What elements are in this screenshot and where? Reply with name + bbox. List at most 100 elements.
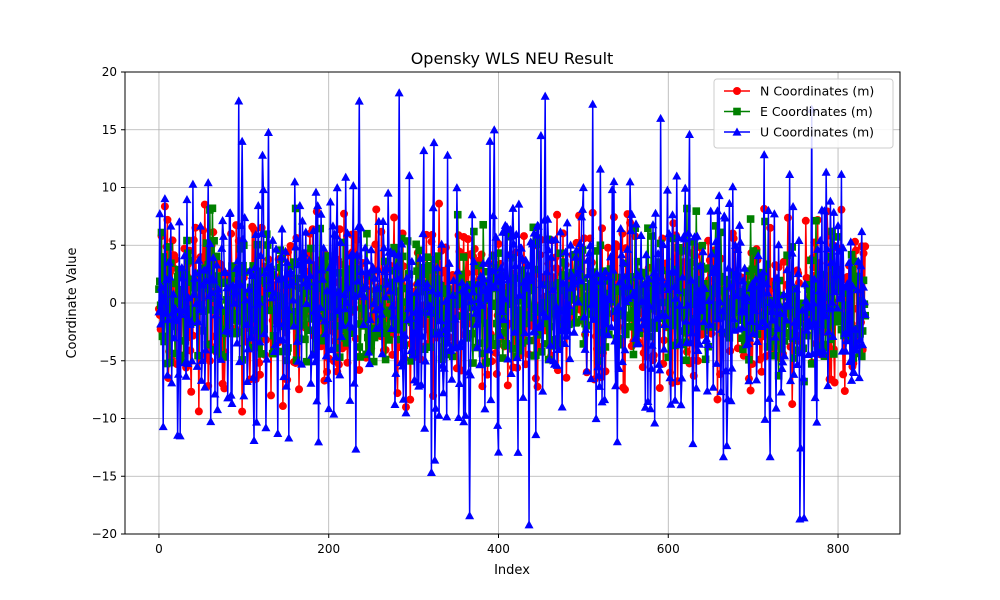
data-point	[720, 213, 730, 222]
data-point	[822, 303, 830, 312]
data-point	[589, 282, 599, 291]
data-point	[533, 240, 542, 248]
data-point	[623, 293, 633, 302]
data-point	[157, 228, 166, 237]
data-point	[243, 344, 253, 353]
data-point	[238, 356, 246, 364]
data-point	[249, 435, 259, 445]
data-point	[794, 235, 804, 245]
data-point	[660, 319, 670, 329]
data-point	[420, 423, 430, 432]
data-point	[288, 315, 297, 324]
data-point	[311, 187, 321, 196]
data-point	[572, 245, 582, 254]
data-point	[387, 323, 397, 333]
data-point	[462, 281, 472, 290]
data-point	[740, 263, 750, 272]
data-point	[838, 243, 848, 252]
data-point	[468, 287, 478, 296]
data-point	[322, 263, 330, 271]
data-point	[450, 314, 460, 323]
data-point	[490, 283, 500, 292]
data-point	[315, 280, 324, 288]
data-point	[847, 281, 857, 290]
data-point	[555, 306, 565, 315]
data-point	[276, 252, 286, 261]
data-point	[792, 359, 802, 368]
data-point	[378, 216, 388, 226]
data-point	[375, 321, 385, 330]
data-point	[498, 354, 507, 362]
data-point	[513, 447, 523, 456]
data-point	[760, 414, 770, 423]
data-point	[680, 183, 690, 192]
data-point	[562, 373, 571, 382]
data-point	[564, 300, 574, 309]
data-point	[343, 335, 352, 343]
data-point	[401, 408, 411, 417]
data-point	[469, 359, 477, 367]
data-point	[220, 353, 229, 361]
data-point	[807, 360, 816, 368]
data-point	[811, 319, 821, 329]
data-point	[700, 283, 710, 293]
data-point	[825, 196, 835, 205]
data-point	[304, 287, 313, 295]
data-point	[208, 253, 218, 262]
data-point	[160, 194, 170, 203]
data-point	[239, 391, 249, 400]
data-point	[184, 293, 194, 302]
data-point	[392, 261, 402, 271]
legend: N Coordinates (m) E Coordinates (m) U Coor…	[713, 78, 894, 149]
data-point	[685, 338, 695, 347]
data-point	[764, 393, 774, 402]
data-point	[763, 205, 773, 214]
data-point	[557, 402, 567, 411]
data-point	[485, 136, 495, 145]
data-point	[732, 290, 742, 300]
data-point	[190, 268, 200, 277]
data-point	[801, 216, 810, 225]
y-tick-label: −10	[92, 412, 117, 426]
data-point	[262, 230, 271, 238]
data-point	[442, 412, 452, 421]
data-point	[376, 301, 386, 311]
data-point	[398, 361, 408, 370]
y-tick-label: −15	[92, 469, 117, 483]
data-point	[397, 234, 406, 243]
data-point	[664, 229, 674, 238]
data-point	[554, 344, 564, 353]
data-point	[785, 375, 795, 385]
data-point	[257, 229, 267, 238]
data-point	[385, 286, 395, 295]
data-point	[858, 282, 868, 291]
data-point	[788, 400, 797, 409]
data-point	[548, 285, 558, 294]
data-point	[235, 280, 245, 289]
data-point	[674, 340, 684, 349]
data-point	[845, 356, 855, 366]
data-point	[543, 214, 553, 223]
data-point	[712, 358, 722, 367]
data-point	[266, 306, 274, 315]
data-point	[479, 274, 489, 283]
data-point	[678, 272, 688, 281]
data-point	[383, 325, 392, 334]
data-point	[582, 366, 592, 375]
data-point	[494, 270, 504, 279]
data-point	[256, 250, 266, 259]
data-point	[483, 256, 493, 265]
data-point	[499, 328, 508, 337]
data-point	[308, 226, 318, 235]
data-point	[707, 289, 716, 298]
data-point	[456, 337, 466, 346]
data-point	[724, 263, 734, 272]
data-point	[746, 386, 755, 395]
data-point	[193, 317, 203, 326]
data-point	[408, 350, 418, 359]
data-point	[310, 357, 320, 366]
data-point	[840, 387, 849, 396]
data-point	[672, 316, 681, 325]
data-point	[806, 281, 814, 289]
data-point	[493, 447, 503, 456]
